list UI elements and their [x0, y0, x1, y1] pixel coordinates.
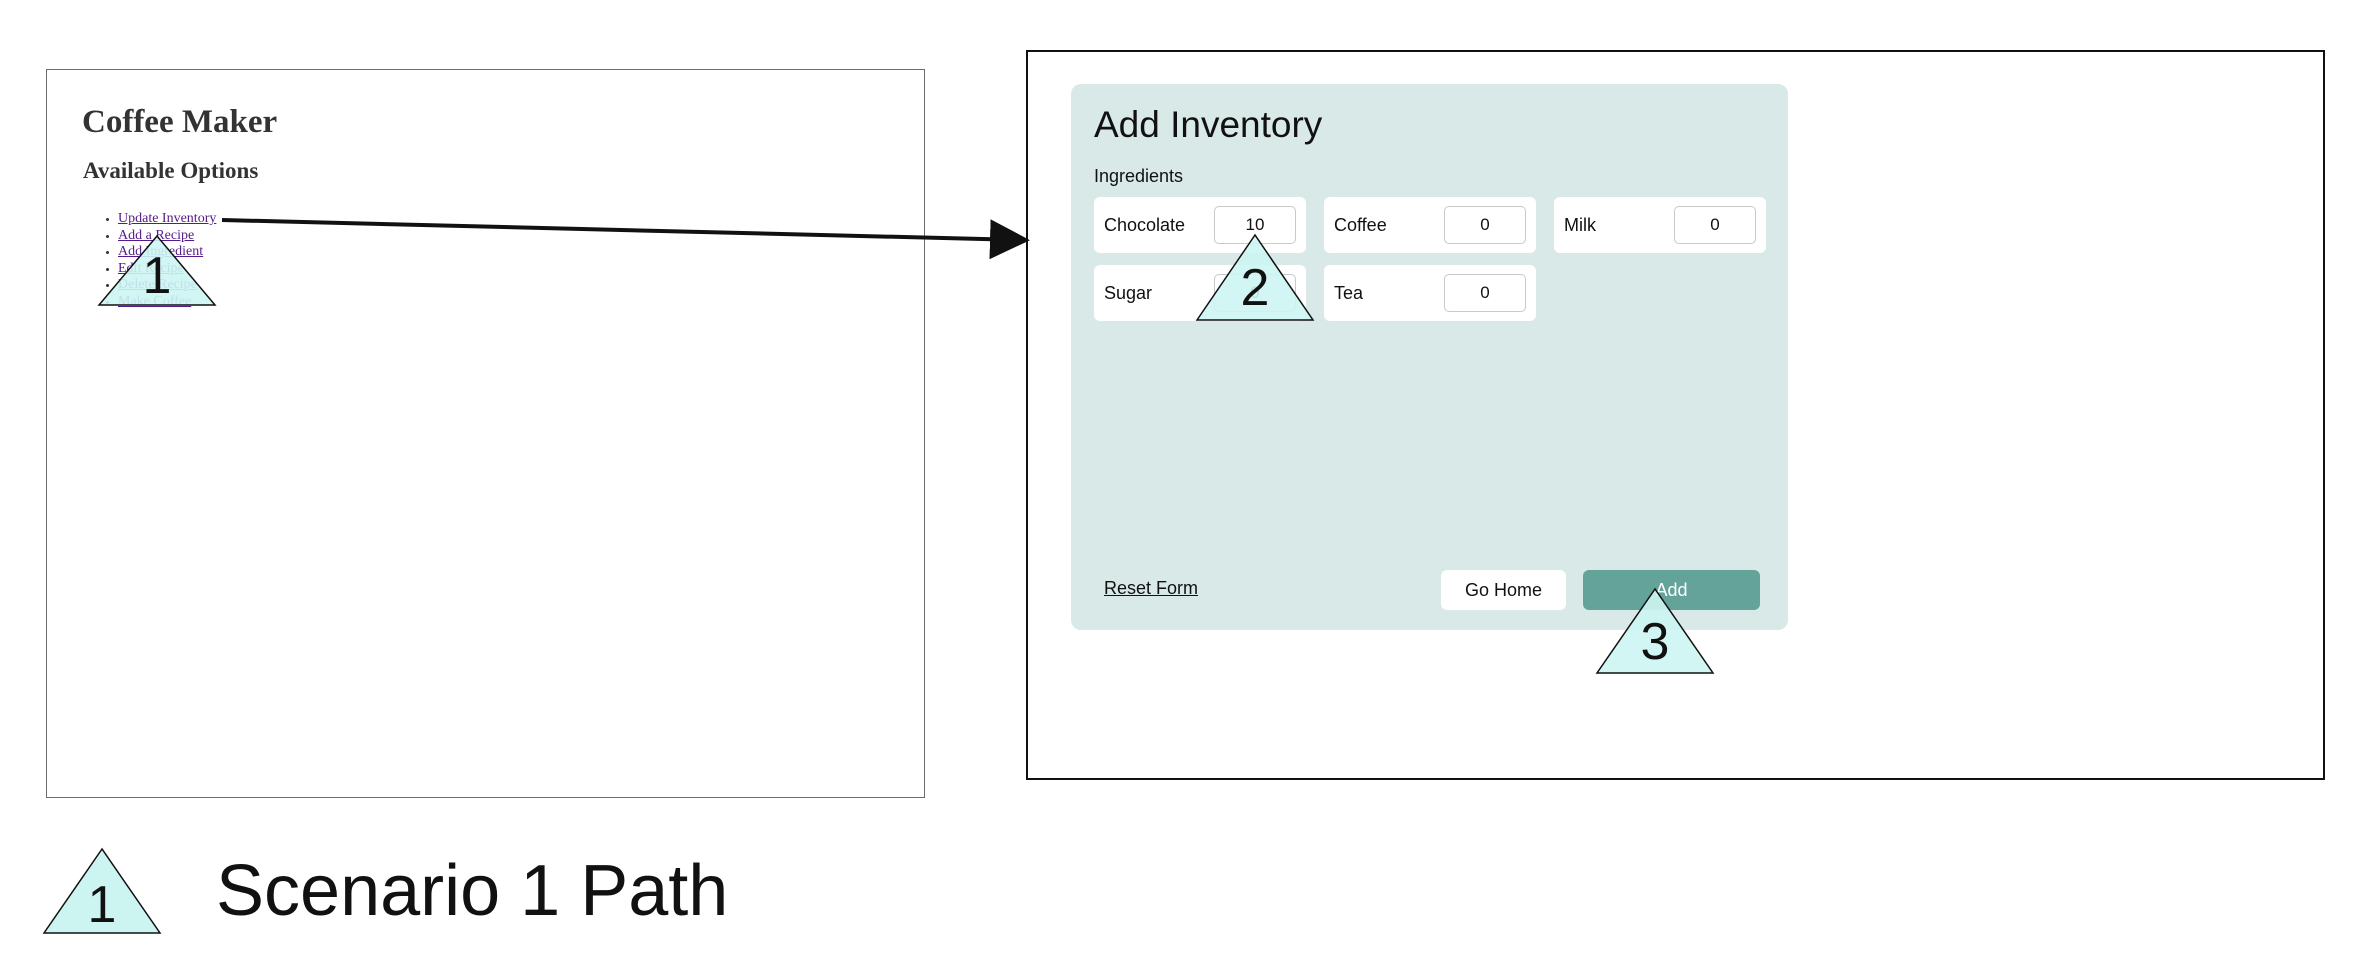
- reset-form-link[interactable]: Reset Form: [1104, 578, 1199, 598]
- add-button[interactable]: Add: [1583, 570, 1760, 610]
- marker-number: 3: [1641, 613, 1670, 671]
- update-inventory-link[interactable]: Update Inventory: [118, 211, 217, 226]
- legend-marker: 1: [42, 847, 162, 934]
- triangle-marker-icon: [1595, 587, 1715, 674]
- tea-amount-input[interactable]: [1444, 274, 1526, 312]
- step-marker-1: 1: [97, 234, 217, 306]
- go-home-button[interactable]: Go Home: [1441, 570, 1566, 610]
- triangle-marker-icon: [97, 234, 217, 306]
- list-item: Update Inventory: [118, 211, 216, 228]
- ingredient-field-milk: Milk: [1554, 197, 1766, 253]
- marker-number: 2: [1241, 259, 1270, 317]
- step-marker-2: 2: [1195, 233, 1315, 321]
- triangle-marker-icon: [42, 847, 162, 934]
- ingredients-section-label: Ingredients: [1094, 166, 1184, 186]
- ingredient-label: Tea: [1334, 283, 1364, 303]
- ingredient-label: Sugar: [1104, 283, 1153, 303]
- list-item: Add a Recipe: [118, 228, 216, 245]
- options-heading: Available Options: [83, 158, 259, 183]
- triangle-marker-icon: [1195, 233, 1315, 321]
- navigation-arrow: [221, 218, 1030, 260]
- ingredient-label: Milk: [1564, 215, 1596, 235]
- ingredient-label: Coffee: [1334, 215, 1387, 235]
- ingredient-label: Chocolate: [1104, 215, 1186, 235]
- ingredient-field-coffee: Coffee: [1324, 197, 1536, 253]
- add-recipe-link[interactable]: Add a Recipe: [118, 227, 195, 243]
- page-title: Coffee Maker: [82, 104, 278, 140]
- ingredient-field-tea: Tea: [1324, 265, 1536, 321]
- milk-amount-input[interactable]: [1674, 206, 1756, 244]
- add-inventory-screen: Add Inventory Ingredients Chocolate Coff…: [1026, 50, 2325, 780]
- marker-number: 1: [143, 247, 172, 305]
- step-marker-3: 3: [1595, 587, 1715, 674]
- legend-label: Scenario 1 Path: [216, 851, 729, 931]
- coffee-maker-home-screen: Coffee Maker Available Options Update In…: [46, 69, 925, 798]
- marker-number: 1: [88, 876, 117, 934]
- coffee-amount-input[interactable]: [1444, 206, 1526, 244]
- form-title: Add Inventory: [1094, 104, 1323, 145]
